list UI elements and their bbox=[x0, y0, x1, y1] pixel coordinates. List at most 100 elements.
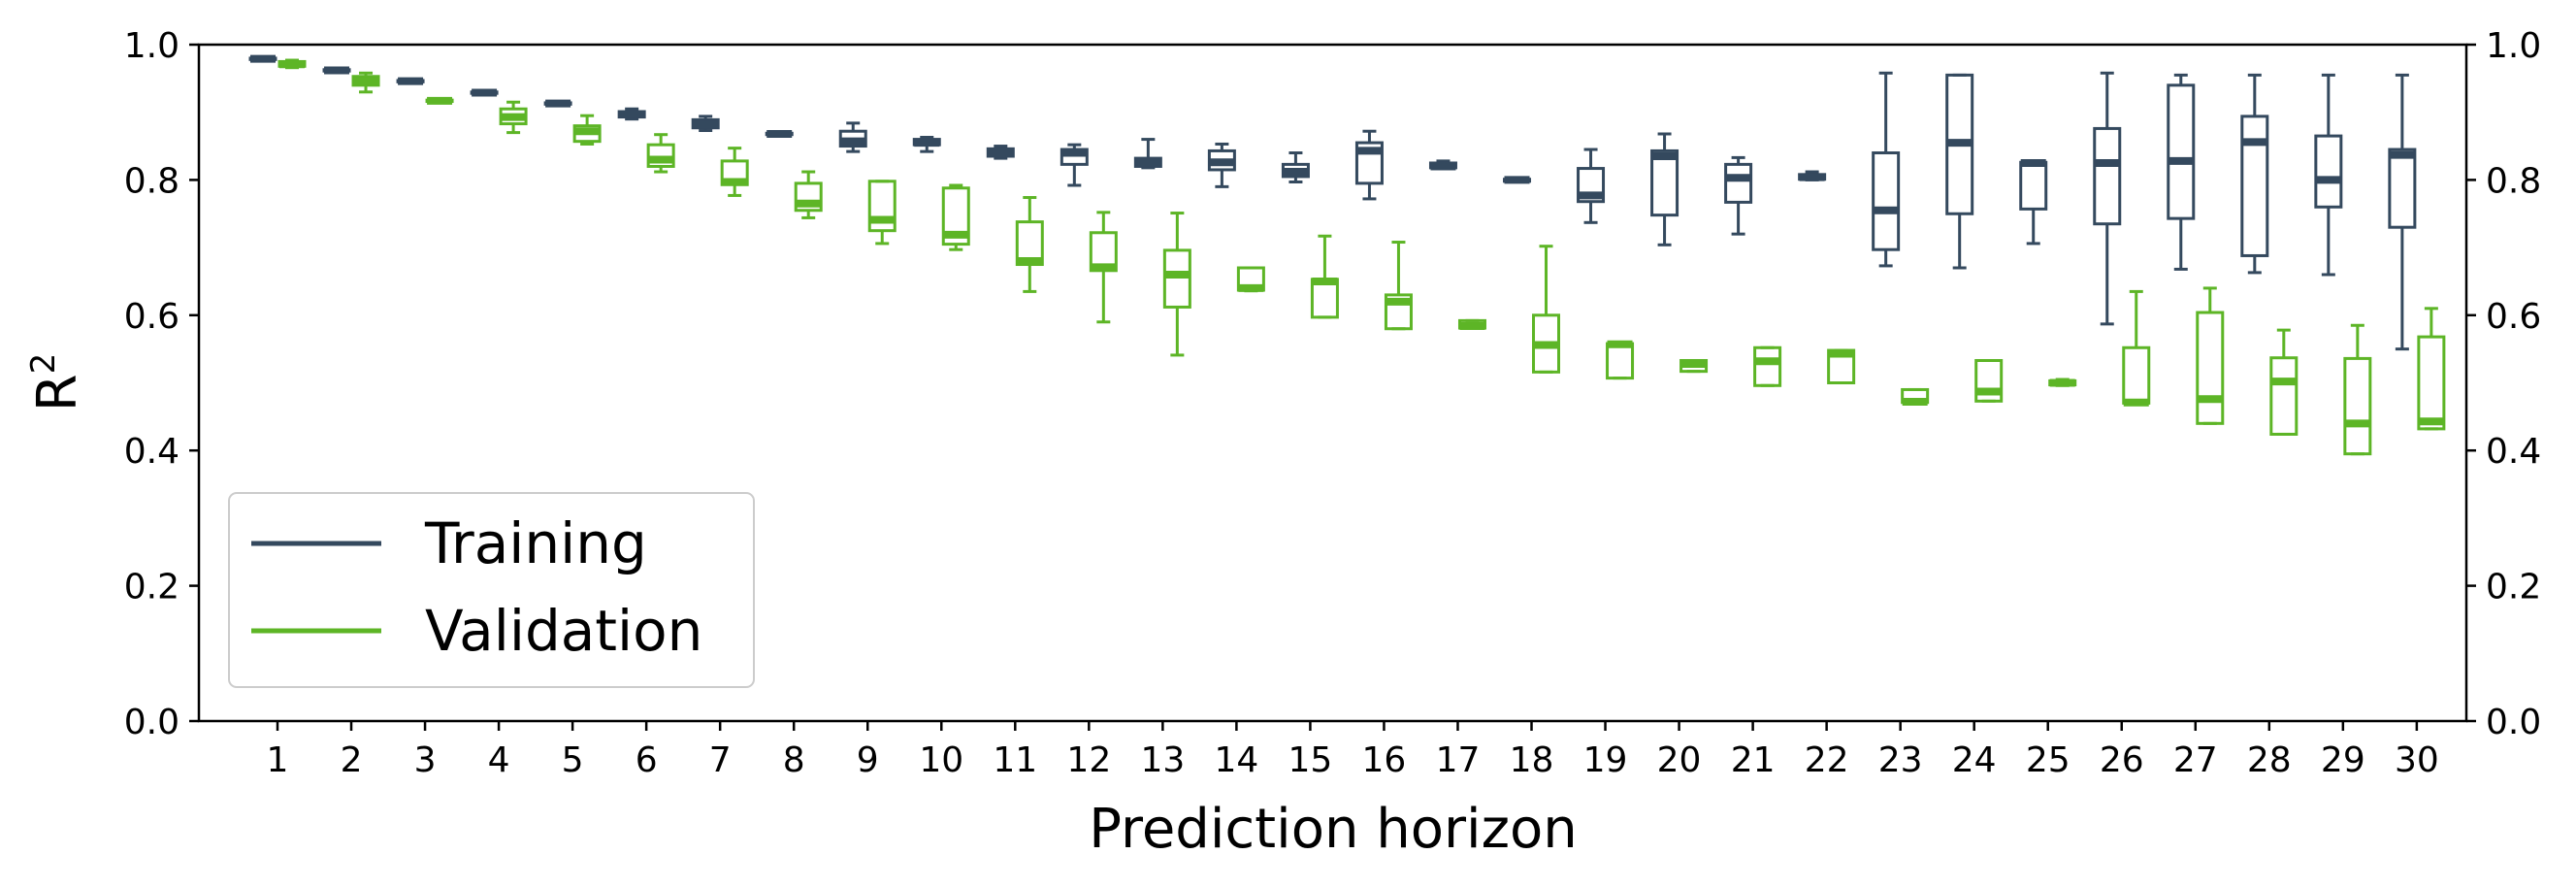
ticks-layer: 0.0 0.00.2 0.20.4 0.40.6 0.60.8 0.81.0 1.01 2 3 4… bbox=[124, 26, 2542, 780]
box-validation-28 bbox=[2269, 328, 2299, 436]
x-tick-label: 10 bbox=[919, 740, 963, 780]
box-training-19 bbox=[1577, 148, 1606, 224]
x-tick-label: 28 bbox=[2247, 740, 2292, 780]
box-training-12 bbox=[1060, 143, 1089, 187]
y-tick-label-right: 0.0 bbox=[2486, 703, 2541, 742]
box-training-16 bbox=[1354, 129, 1384, 201]
box-training-5 bbox=[543, 99, 572, 108]
box-body bbox=[2240, 115, 2269, 257]
x-axis-title: Prediction horizon bbox=[1089, 798, 1577, 861]
box-body bbox=[2093, 126, 2122, 226]
box-validation-12 bbox=[1089, 211, 1118, 324]
box-body bbox=[1162, 248, 1191, 309]
box-validation-20 bbox=[1679, 358, 1709, 374]
box-validation-2 bbox=[351, 71, 380, 94]
x-tick-label: 14 bbox=[1214, 740, 1258, 780]
x-tick-label: 23 bbox=[1878, 740, 1923, 780]
box-body bbox=[794, 181, 823, 213]
y-tick-label-right: 0.8 bbox=[2486, 161, 2541, 201]
x-tick-label: 17 bbox=[1436, 740, 1481, 780]
box-body bbox=[1354, 141, 1384, 185]
box-validation-29 bbox=[2343, 323, 2372, 456]
box-body bbox=[867, 180, 897, 233]
y-tick-label-right: 0.6 bbox=[2486, 297, 2541, 337]
x-tick-label: 24 bbox=[1952, 740, 1997, 780]
y-tick-label-right: 0.4 bbox=[2486, 432, 2541, 472]
y-tick-label-left: 0.2 bbox=[124, 568, 179, 608]
box-training-14 bbox=[1207, 142, 1236, 188]
x-tick-label: 18 bbox=[1510, 740, 1554, 780]
box-validation-8 bbox=[794, 170, 823, 219]
box-body bbox=[2417, 335, 2446, 431]
box-training-24 bbox=[1945, 73, 1974, 270]
box-validation-17 bbox=[1457, 318, 1486, 330]
box-validation-27 bbox=[2196, 286, 2225, 425]
box-training-15 bbox=[1281, 151, 1310, 183]
box-training-9 bbox=[838, 121, 867, 153]
box-validation-11 bbox=[1015, 196, 1044, 293]
box-training-13 bbox=[1133, 138, 1162, 170]
y-axis-title-main: R bbox=[26, 374, 89, 411]
box-body bbox=[2196, 311, 2225, 425]
box-validation-1 bbox=[277, 58, 307, 70]
box-validation-23 bbox=[1901, 387, 1930, 407]
box-validation-14 bbox=[1236, 266, 1265, 293]
box-training-6 bbox=[617, 107, 646, 121]
box-body bbox=[2167, 83, 2196, 220]
box-validation-21 bbox=[1753, 345, 1782, 387]
box-body bbox=[1577, 167, 1606, 204]
box-validation-4 bbox=[499, 100, 528, 135]
box-validation-7 bbox=[720, 147, 749, 197]
box-training-26 bbox=[2093, 71, 2122, 326]
box-body bbox=[646, 143, 675, 168]
box-body bbox=[1753, 345, 1782, 387]
box-validation-18 bbox=[1532, 245, 1561, 374]
box-body bbox=[1974, 358, 2004, 403]
box-training-18 bbox=[1503, 176, 1532, 184]
box-validation-9 bbox=[867, 180, 897, 246]
box-training-17 bbox=[1428, 159, 1457, 171]
box-training-2 bbox=[322, 66, 351, 75]
boxes-layer bbox=[248, 54, 2446, 456]
box-body bbox=[2388, 148, 2417, 229]
x-tick-label: 6 bbox=[636, 740, 658, 780]
box-training-11 bbox=[986, 145, 1015, 160]
x-tick-label: 11 bbox=[993, 740, 1037, 780]
x-tick-label: 26 bbox=[2100, 740, 2144, 780]
box-validation-3 bbox=[425, 96, 454, 105]
box-validation-22 bbox=[1827, 348, 1856, 385]
box-training-22 bbox=[1798, 170, 1827, 181]
box-training-7 bbox=[691, 115, 720, 133]
box-training-25 bbox=[2019, 158, 2048, 246]
box-training-1 bbox=[248, 54, 277, 63]
box-training-21 bbox=[1724, 155, 1753, 236]
x-tick-label: 12 bbox=[1066, 740, 1111, 780]
x-tick-label: 8 bbox=[783, 740, 805, 780]
x-tick-label: 27 bbox=[2173, 740, 2218, 780]
box-validation-19 bbox=[1606, 340, 1635, 380]
box-training-3 bbox=[396, 77, 425, 85]
box-validation-24 bbox=[1974, 358, 2004, 403]
box-training-27 bbox=[2167, 73, 2196, 271]
box-validation-6 bbox=[646, 133, 675, 174]
x-tick-label: 30 bbox=[2395, 740, 2439, 780]
box-body bbox=[1384, 293, 1413, 331]
x-tick-label: 2 bbox=[341, 740, 363, 780]
box-validation-13 bbox=[1162, 212, 1191, 357]
box-body bbox=[1872, 151, 1901, 251]
x-tick-label: 15 bbox=[1288, 740, 1333, 780]
box-validation-30 bbox=[2417, 307, 2446, 431]
box-validation-10 bbox=[941, 183, 970, 251]
y-axis-title-superscript: 2 bbox=[24, 353, 63, 375]
x-tick-label: 29 bbox=[2321, 740, 2365, 780]
box-training-28 bbox=[2240, 73, 2269, 275]
y-tick-label-left: 0.4 bbox=[124, 432, 179, 472]
box-training-20 bbox=[1650, 132, 1679, 246]
x-tick-label: 7 bbox=[709, 740, 732, 780]
legend: Training Validation bbox=[228, 492, 755, 688]
box-body bbox=[1650, 148, 1679, 217]
y-tick-label-left: 1.0 bbox=[124, 26, 179, 66]
box-validation-15 bbox=[1310, 234, 1339, 319]
box-validation-5 bbox=[572, 114, 602, 146]
